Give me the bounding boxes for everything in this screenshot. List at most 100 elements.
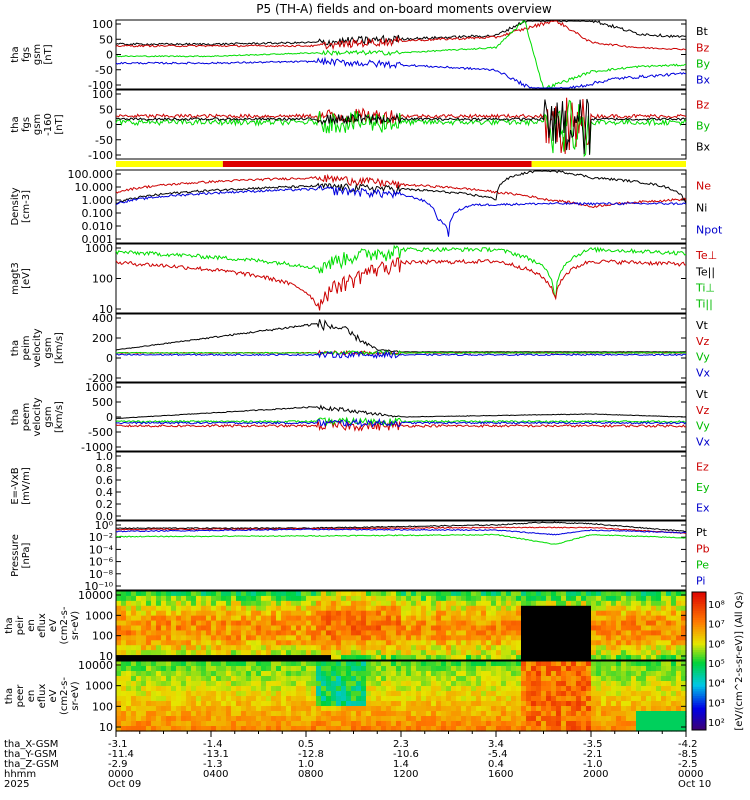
colorbar-cell [692, 610, 706, 614]
spectrogram-cell [201, 716, 207, 722]
spectrogram-cell [311, 716, 317, 722]
spectrogram-cell [456, 691, 462, 697]
spectrogram-cell [366, 640, 372, 646]
spectrogram-cell [521, 630, 527, 636]
spectrogram-cell [266, 640, 272, 646]
spectrogram-cell [256, 721, 262, 727]
spectrogram-cell [511, 595, 517, 602]
legend-entry: Ti|| [695, 297, 713, 310]
spectrogram-cell [226, 721, 232, 727]
spectrogram-cell [556, 676, 562, 682]
spectrogram-cell [611, 595, 617, 602]
spectrogram-cell [236, 600, 242, 607]
spectrogram-cell [186, 620, 192, 627]
spectrogram-cell [551, 605, 557, 612]
spectrogram-cell [311, 721, 317, 727]
spectrogram-cell [356, 605, 362, 612]
spectrogram-cell [376, 605, 382, 612]
spectrogram-cell [256, 686, 262, 692]
spectrogram-cell [241, 640, 247, 646]
spectrogram-cell [681, 650, 687, 656]
spectrogram-cell [491, 696, 497, 702]
legend-entry: Vy [696, 420, 710, 433]
spectrogram-cell [536, 605, 542, 612]
spectrogram-cell [246, 605, 252, 612]
spectrogram-cell [666, 655, 672, 661]
spectrogram-cell [171, 676, 177, 682]
spectrogram-cell [671, 655, 677, 661]
spectrogram-cell [501, 645, 507, 651]
spectrogram-cell [396, 681, 402, 687]
y-tick-label: 0.0 [96, 510, 114, 523]
spectrogram-cell [371, 691, 377, 697]
spectrogram-cell [236, 640, 242, 646]
spectrogram-cell [596, 721, 602, 727]
spectrogram-cell [321, 595, 327, 602]
spectrogram-cell [631, 645, 637, 651]
ephemeris-value: 0.4 [488, 759, 504, 770]
spectrogram-cell [191, 716, 197, 722]
spectrogram-cell [141, 686, 147, 692]
spectrogram-cell [196, 721, 202, 727]
spectrogram-cell [281, 620, 287, 627]
spectrogram-cell [281, 676, 287, 682]
spectrogram-cell [316, 600, 322, 607]
spectrogram-cell [126, 600, 132, 607]
spectrogram-cell [606, 655, 612, 661]
spectrogram-cell [481, 595, 487, 602]
spectrogram-cell [591, 600, 597, 607]
spectrogram-cell [291, 591, 297, 597]
spectrogram-cell [421, 620, 427, 627]
spectrogram-cell [511, 721, 517, 727]
spectrogram-cell [196, 655, 202, 661]
spectrogram-cell [341, 701, 347, 707]
spectrogram-cell [321, 681, 327, 687]
spectrogram-cell [426, 721, 432, 727]
spectrogram-cell [231, 615, 237, 622]
spectrogram-cell [341, 676, 347, 682]
spectrogram-cell [336, 630, 342, 636]
spectrogram-cell [141, 696, 147, 702]
spectrogram-cell [596, 610, 602, 617]
spectrogram-cell [661, 635, 667, 641]
spectrogram-cell [516, 605, 522, 612]
spectrogram-cell [536, 681, 542, 687]
spectrogram-cell [491, 635, 497, 641]
spectrogram-cell [316, 696, 322, 702]
spectrogram-cell [211, 595, 217, 602]
spectrogram-cell [176, 591, 182, 597]
spectrogram-cell [581, 645, 587, 651]
spectrogram-cell [331, 721, 337, 727]
spectrogram-cell [146, 650, 152, 656]
spectrogram-cell [556, 600, 562, 607]
legend-entry: Vy [696, 351, 710, 364]
spectrogram-cell [376, 716, 382, 722]
spectrogram-cell [611, 620, 617, 627]
spectrogram-cell [421, 696, 427, 702]
spectrogram-cell [406, 681, 412, 687]
spectrogram-cell [471, 696, 477, 702]
spectrogram-cell [531, 686, 537, 692]
spectrogram-cell [381, 676, 387, 682]
spectrogram-cell [661, 711, 667, 717]
spectrogram-cell [361, 681, 367, 687]
spectrogram-cell [606, 625, 612, 632]
spectrogram-cell [151, 681, 157, 687]
series-ti-panel-3 [115, 244, 687, 300]
spectrogram-cell [631, 701, 637, 707]
spectrogram-cell [591, 615, 597, 622]
panel-frame [115, 243, 687, 314]
spectrogram-cell [541, 591, 547, 597]
spectrogram-cell [626, 666, 632, 672]
spectrogram-cell [421, 681, 427, 687]
spectrogram-cell [501, 686, 507, 692]
spectrogram-cell [206, 696, 212, 702]
spectrogram-cell [436, 600, 442, 607]
component-trace-panel-4 [115, 349, 687, 356]
spectrogram-cell [511, 605, 517, 612]
spectrogram-cell [581, 635, 587, 641]
spectrogram-cell [596, 676, 602, 682]
spectrogram-cell [666, 650, 672, 656]
spectrogram-cell [421, 691, 427, 697]
spectrogram-cell [516, 706, 522, 712]
